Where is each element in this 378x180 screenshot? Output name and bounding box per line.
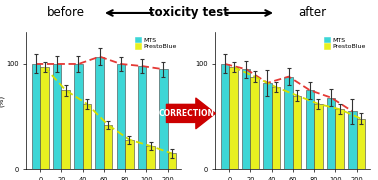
Bar: [356, 119, 365, 169]
Bar: [167, 153, 176, 169]
Text: before: before: [47, 6, 85, 19]
Bar: [221, 64, 229, 169]
Bar: [125, 140, 134, 169]
Legend: MTS, PrestoBlue: MTS, PrestoBlue: [323, 35, 367, 50]
Legend: MTS, PrestoBlue: MTS, PrestoBlue: [134, 35, 178, 50]
Bar: [146, 146, 155, 169]
Bar: [229, 67, 238, 169]
Bar: [285, 77, 293, 169]
Bar: [314, 104, 323, 169]
Y-axis label: Cell viability
(%): Cell viability (%): [0, 79, 4, 122]
Bar: [159, 69, 167, 169]
Bar: [74, 64, 83, 169]
Text: CORRECTION: CORRECTION: [158, 109, 214, 118]
Text: toxicity test: toxicity test: [149, 6, 229, 19]
Bar: [53, 64, 62, 169]
Bar: [263, 83, 272, 169]
Bar: [242, 69, 251, 169]
Bar: [117, 64, 125, 169]
Bar: [272, 87, 280, 169]
Bar: [96, 57, 104, 169]
Bar: [32, 64, 40, 169]
Bar: [293, 96, 301, 169]
Bar: [138, 66, 146, 169]
Text: after: after: [298, 6, 326, 19]
Bar: [348, 111, 356, 169]
Bar: [40, 67, 49, 169]
Bar: [251, 77, 259, 169]
Bar: [62, 90, 70, 169]
Bar: [335, 109, 344, 169]
Bar: [327, 98, 335, 169]
Bar: [306, 90, 314, 169]
Bar: [104, 125, 112, 169]
FancyArrowPatch shape: [166, 98, 215, 129]
Bar: [83, 104, 91, 169]
